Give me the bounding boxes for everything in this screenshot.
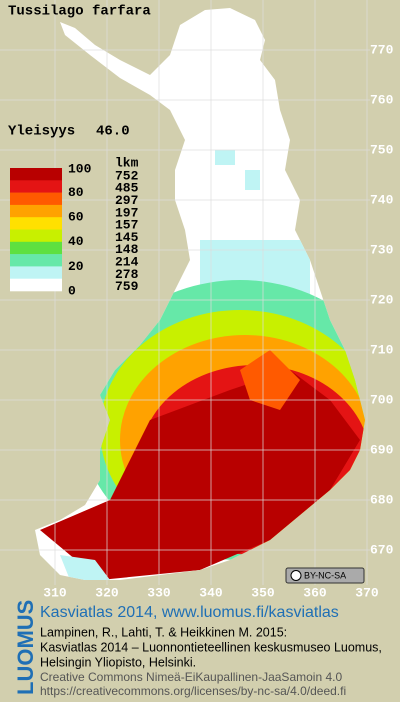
headline: Kasviatlas 2014, www.luomus.fi/kasviatla… (40, 604, 339, 621)
count: 145 (115, 230, 139, 245)
frequency-label: Yleisyys (8, 124, 75, 140)
citation-line: Kasviatlas 2014 – Luonnontieteellinen ke… (40, 640, 382, 654)
northing-label: 670 (370, 542, 394, 557)
license-badge (285, 567, 365, 584)
count: 759 (115, 279, 139, 294)
brand: LUOMUS (13, 600, 38, 695)
grid: 770 760 750 740 730 720 710 700 690 680 670 310 320 3… (0, 0, 394, 600)
license-line: Creative Commons Nimeä-EiKaupallinen-Jaa… (40, 670, 342, 684)
northing-label: 750 (370, 142, 394, 157)
title: Tussilago farfara (8, 4, 151, 20)
count: 157 (115, 218, 138, 233)
count: 214 (115, 255, 139, 270)
legend-swatch (10, 241, 62, 255)
easting-label: 320 (95, 585, 119, 600)
legend-swatch (10, 192, 62, 206)
legend-swatch (10, 217, 62, 230)
count-header: lkm (115, 155, 139, 170)
scale-label: 100 (68, 161, 92, 176)
citation-line: Lampinen, R., Lahti, T. & Heikkinen M. 2… (40, 625, 287, 639)
zone (240, 350, 300, 410)
easting-label: 330 (147, 585, 171, 600)
easting-label: 350 (251, 585, 275, 600)
northing-label: 710 (370, 342, 394, 357)
citation-line: Helsingin Yliopisto, Helsinki. (40, 655, 196, 669)
easting-label: 310 (43, 585, 67, 600)
scale-label: 40 (68, 234, 84, 249)
count: 278 (115, 267, 139, 282)
scale-label: 20 (68, 259, 84, 274)
zone (60, 555, 110, 580)
northing-label: 680 (370, 492, 394, 507)
zone (245, 170, 260, 190)
footer: Lampinen, R., Lahti, T. & Heikkinen M. 2… (40, 625, 382, 698)
license-badge-text: BY-NC-SA (304, 570, 346, 580)
northing-label: 740 (370, 192, 394, 207)
legend-swatch (10, 266, 62, 279)
zone (40, 370, 360, 580)
count: 752 (115, 168, 139, 183)
legend-swatch (10, 168, 62, 181)
count: 297 (115, 193, 138, 208)
cc-icon (290, 570, 302, 581)
zone (215, 150, 235, 165)
legend-swatch (10, 278, 62, 292)
legend-swatch (10, 204, 62, 218)
northing-label: 700 (370, 392, 394, 407)
northing-label: 690 (370, 442, 394, 457)
license-line: https://creativecommons.org/licenses/by-… (40, 684, 346, 698)
scale-label: 60 (68, 210, 84, 225)
northing-label: 720 (370, 292, 394, 307)
scale-label: 80 (68, 185, 84, 200)
easting-label: 370 (355, 585, 379, 600)
legend: 100 80 60 40 20 0 7524852971971571451482142787… (10, 161, 139, 298)
easting-label: 360 (303, 585, 327, 600)
northing-label: 770 (370, 42, 394, 57)
count: 197 (115, 205, 138, 220)
scale-label: 0 (68, 283, 76, 298)
northing-label: 730 (370, 242, 394, 257)
easting-label: 340 (199, 585, 223, 600)
northing-label: 760 (370, 92, 394, 107)
frequency-value: 46.0 (96, 124, 130, 140)
count: 148 (115, 242, 139, 257)
legend-swatch (10, 180, 62, 193)
count: 485 (115, 181, 139, 196)
legend-swatch (10, 229, 62, 243)
legend-swatch (10, 254, 62, 267)
